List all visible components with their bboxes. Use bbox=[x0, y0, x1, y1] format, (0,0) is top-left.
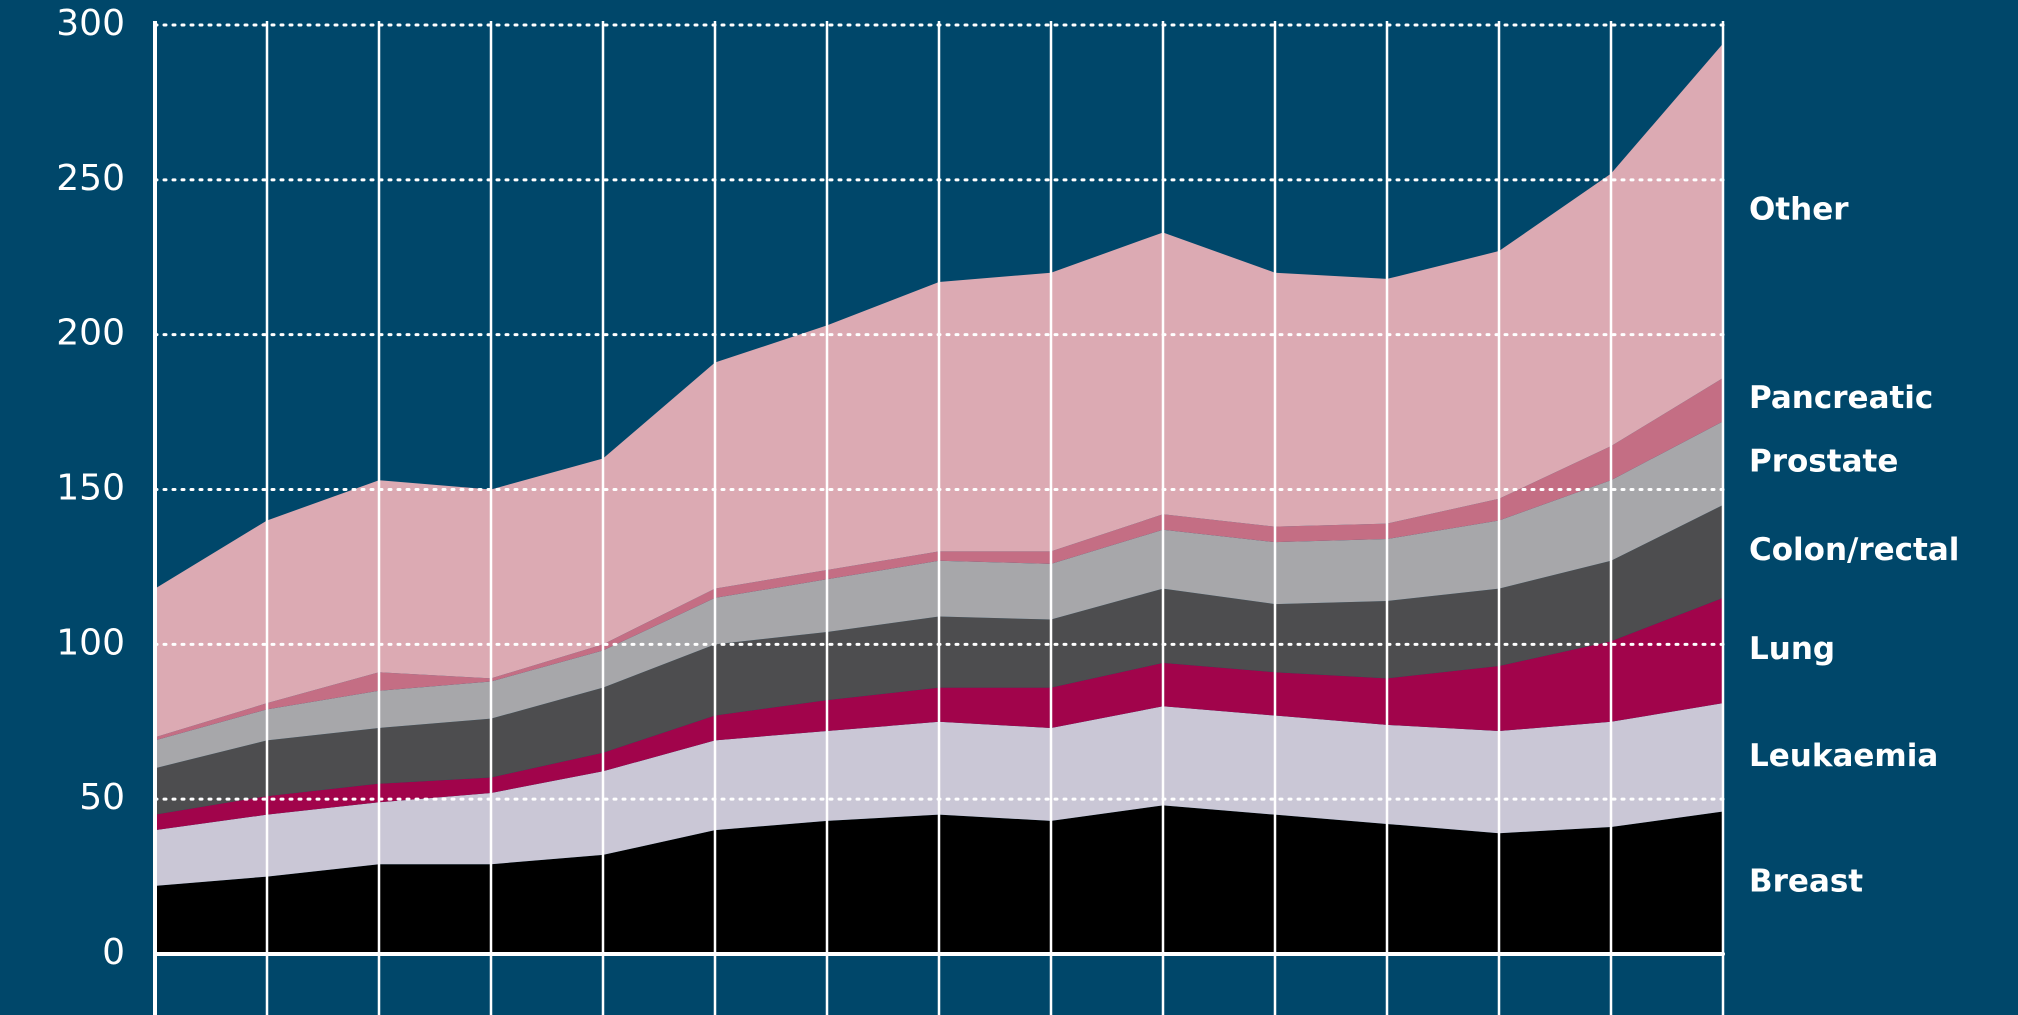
y-tick-label: 0 bbox=[102, 932, 125, 973]
legend-label: Colon/rectal bbox=[1749, 532, 1959, 568]
legend-label: Pancreatic bbox=[1749, 380, 1933, 416]
legend-label: Other bbox=[1749, 191, 1849, 227]
y-tick-label: 250 bbox=[56, 158, 125, 199]
y-tick-label: 150 bbox=[56, 468, 125, 509]
legend-label: Breast bbox=[1749, 863, 1863, 899]
y-tick-label: 300 bbox=[56, 3, 125, 44]
y-tick-label: 50 bbox=[79, 777, 125, 818]
legend-label: Leukaemia bbox=[1749, 738, 1938, 774]
legend-label: Lung bbox=[1749, 631, 1835, 667]
legend-label: Prostate bbox=[1749, 444, 1898, 480]
y-tick-label: 200 bbox=[56, 313, 125, 354]
y-tick-label: 100 bbox=[56, 622, 125, 663]
